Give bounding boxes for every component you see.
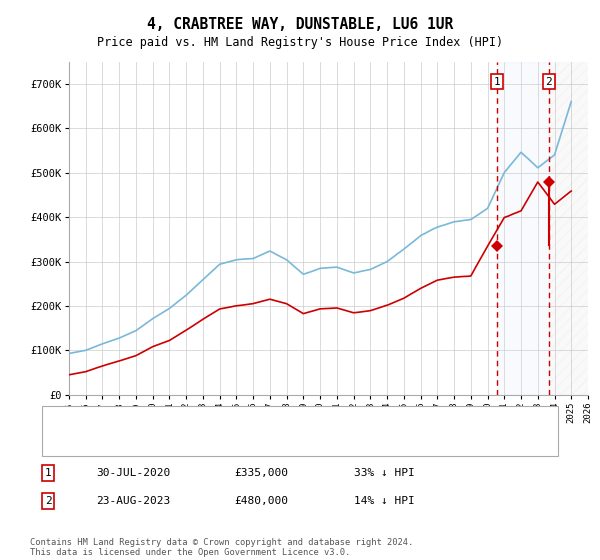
Text: 4, CRABTREE WAY, DUNSTABLE, LU6 1UR: 4, CRABTREE WAY, DUNSTABLE, LU6 1UR [147,17,453,32]
Text: ——: —— [51,414,66,427]
Text: Price paid vs. HM Land Registry's House Price Index (HPI): Price paid vs. HM Land Registry's House … [97,36,503,49]
Text: £480,000: £480,000 [234,496,288,506]
Text: Contains HM Land Registry data © Crown copyright and database right 2024.
This d: Contains HM Land Registry data © Crown c… [30,538,413,557]
Text: 2: 2 [545,77,552,87]
Text: 14% ↓ HPI: 14% ↓ HPI [354,496,415,506]
Text: 30-JUL-2020: 30-JUL-2020 [96,468,170,478]
Bar [497,62,548,395]
Text: HPI: Average price, detached house, Central Bedfordshire: HPI: Average price, detached house, Cent… [78,437,428,447]
Text: 33% ↓ HPI: 33% ↓ HPI [354,468,415,478]
Text: 2: 2 [44,496,52,506]
Text: 23-AUG-2023: 23-AUG-2023 [96,496,170,506]
Text: 4, CRABTREE WAY, DUNSTABLE, LU6 1UR (detached house): 4, CRABTREE WAY, DUNSTABLE, LU6 1UR (det… [78,415,403,425]
Text: ——: —— [51,436,66,449]
Text: £335,000: £335,000 [234,468,288,478]
Bar [548,62,588,395]
Text: 1: 1 [44,468,52,478]
Text: 1: 1 [494,77,500,87]
